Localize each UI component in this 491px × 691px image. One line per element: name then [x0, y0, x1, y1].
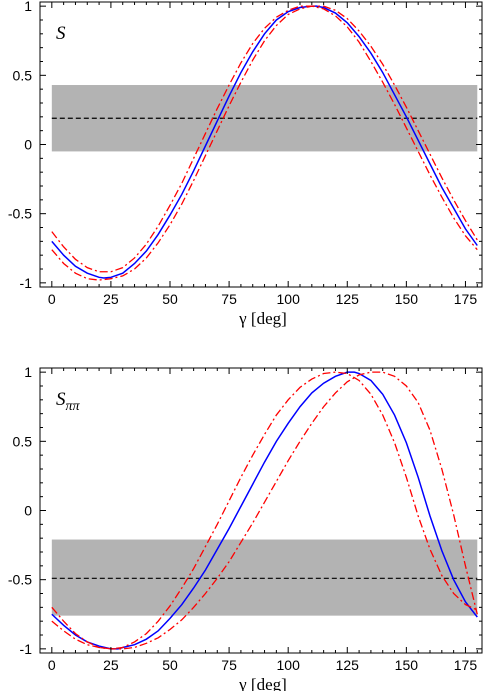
- y-tick-label: 1: [24, 0, 32, 14]
- panel-bottom: 0 25 50 75 100 125 150 175 -1 -0.5 0 0.5 1 γ [deg] Sππ: [8, 364, 483, 691]
- x-tick-label: 175: [454, 291, 478, 307]
- x-tick-label: 150: [395, 657, 419, 673]
- x-tick-label: 0: [48, 657, 56, 673]
- x-tick-label: 25: [103, 657, 119, 673]
- panel-label: Sππ: [56, 389, 81, 414]
- x-tick-label: 125: [336, 291, 360, 307]
- y-tick-label: 0: [24, 503, 32, 519]
- panel-top: 0 25 50 75 100 125 150 175 -1 -0.5 0 0.5 1 γ [deg] S: [8, 0, 483, 328]
- upper-bound-curve: [51, 371, 478, 650]
- x-tick-label: 50: [162, 657, 178, 673]
- y-tick-label: 0.5: [13, 67, 33, 83]
- x-tick-label: 100: [277, 657, 301, 673]
- x-axis-title: γ [deg]: [238, 309, 287, 328]
- lower-bound-curve: [51, 5, 478, 281]
- lower-bound-curve: [51, 371, 478, 650]
- y-tick-label: -0.5: [8, 572, 32, 588]
- x-tick-label: 75: [221, 657, 237, 673]
- x-tick-label: 25: [103, 291, 119, 307]
- central-curve: [51, 5, 478, 279]
- y-tick-label: 0: [24, 137, 32, 153]
- y-tick-label: -1: [20, 641, 33, 657]
- y-tick-label: 0.5: [13, 433, 33, 449]
- x-tick-label: 125: [336, 657, 360, 673]
- x-tick-label: 150: [395, 291, 419, 307]
- x-tick-label: 0: [48, 291, 56, 307]
- y-tick-label: 1: [24, 364, 32, 380]
- measurement-band: [51, 539, 478, 616]
- panel-label: S: [56, 23, 66, 44]
- y-tick-label: -0.5: [8, 206, 32, 222]
- x-tick-label: 100: [277, 291, 301, 307]
- x-tick-label: 75: [221, 291, 237, 307]
- y-tick-label: -1: [20, 275, 33, 291]
- x-tick-label: 50: [162, 291, 178, 307]
- x-axis-title: γ [deg]: [238, 675, 287, 691]
- x-tick-label: 175: [454, 657, 478, 673]
- upper-bound-curve: [51, 5, 478, 273]
